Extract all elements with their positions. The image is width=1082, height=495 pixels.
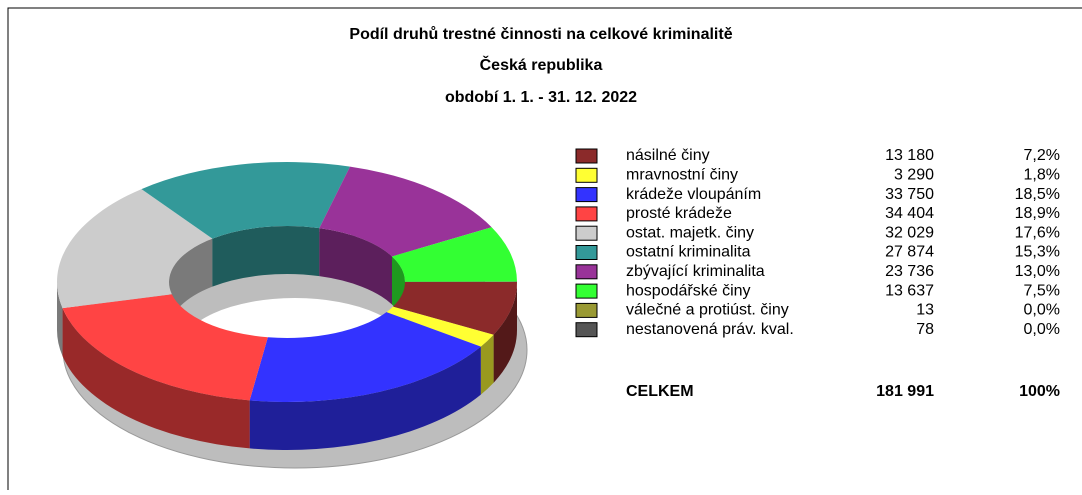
- legend-swatch: [576, 246, 597, 260]
- percent-label: 1,8%: [1024, 167, 1060, 184]
- value-label: 27 874: [885, 244, 934, 261]
- legend-label: násilné činy: [626, 147, 710, 164]
- percent-label: 18,9%: [1015, 205, 1060, 222]
- value-label: 3 290: [894, 167, 934, 184]
- percent-label: 0,0%: [1024, 321, 1060, 338]
- legend-swatch: [576, 303, 597, 317]
- percent-label: 17,6%: [1015, 224, 1060, 241]
- value-label: 32 029: [885, 224, 934, 241]
- value-label: 33 750: [885, 186, 934, 203]
- legend-swatch: [576, 265, 597, 279]
- legend-label: válečné a protiúst. činy: [626, 302, 789, 319]
- value-label: 13 180: [885, 147, 934, 164]
- legend-swatch: [576, 323, 597, 337]
- chart-title: Podíl druhů trestné činnosti na celkové …: [349, 26, 732, 43]
- total-value: 181 991: [876, 383, 934, 400]
- legend-label: zbývající kriminalita: [626, 263, 765, 280]
- percent-label: 7,5%: [1024, 282, 1060, 299]
- percent-label: 7,2%: [1024, 147, 1060, 164]
- legend-swatch: [576, 168, 597, 182]
- percent-label: 18,5%: [1015, 186, 1060, 203]
- legend-swatch: [576, 207, 597, 221]
- chart-subtitle: Česká republika: [480, 55, 603, 74]
- legend-label: ostatní kriminalita: [626, 244, 751, 261]
- legend-label: krádeže vloupáním: [626, 186, 761, 203]
- legend-swatch: [576, 226, 597, 240]
- legend-label: hospodářské činy: [626, 282, 751, 299]
- value-label: 13 637: [885, 282, 934, 299]
- value-label: 23 736: [885, 263, 934, 280]
- legend-swatch: [576, 284, 597, 298]
- value-label: 13: [916, 302, 934, 319]
- chart-period: období 1. 1. - 31. 12. 2022: [445, 89, 637, 106]
- legend-label: prosté krádeže: [626, 205, 732, 222]
- legend-label: mravnostní činy: [626, 167, 738, 184]
- legend-label: nestanovená práv. kval.: [626, 321, 794, 338]
- total-label: CELKEM: [626, 383, 694, 400]
- value-label: 34 404: [885, 205, 934, 222]
- legend-label: ostat. majetk. činy: [626, 224, 754, 241]
- total-percent: 100%: [1019, 383, 1060, 400]
- value-label: 78: [916, 321, 934, 338]
- percent-label: 13,0%: [1015, 263, 1060, 280]
- percent-label: 0,0%: [1024, 302, 1060, 319]
- legend-swatch: [576, 188, 597, 202]
- percent-label: 15,3%: [1015, 244, 1060, 261]
- legend-swatch: [576, 149, 597, 163]
